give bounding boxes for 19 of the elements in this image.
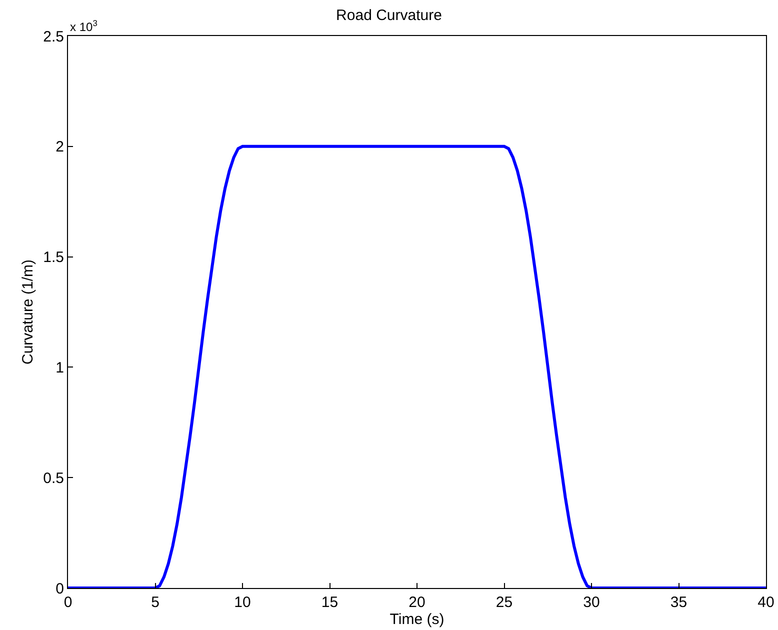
y-tick-label: 1 xyxy=(56,359,64,376)
x-tick-label: 20 xyxy=(408,594,426,611)
y-tick-label: 0.5 xyxy=(43,470,64,487)
x-tick-label: 35 xyxy=(670,594,688,611)
x-tick-label: 5 xyxy=(151,594,160,611)
y-axis-title: Curvature (1/m) xyxy=(19,259,36,365)
x-tick-label: 30 xyxy=(583,594,600,611)
chart-title: Road Curvature xyxy=(336,6,442,24)
line-series xyxy=(68,144,766,588)
y-tick-label: 1.5 xyxy=(43,249,64,266)
text: x 10$^{3}$ xyxy=(70,18,98,34)
x-axis-title: Time (s) xyxy=(390,611,444,628)
x-tick-label: 40 xyxy=(758,594,774,611)
x-tick-label: 15 xyxy=(321,594,338,611)
y-tick-label: 2.5 xyxy=(43,28,64,46)
y-tick-label: 0 xyxy=(56,580,64,598)
y-tick-label: 2 xyxy=(56,138,64,156)
x-tick-label: 10 xyxy=(234,594,251,611)
x-tick-label: 25 xyxy=(496,594,513,611)
